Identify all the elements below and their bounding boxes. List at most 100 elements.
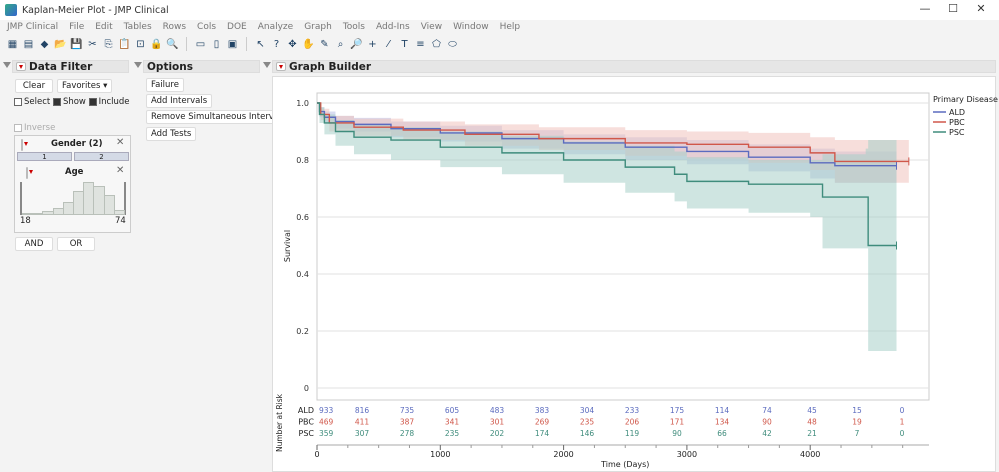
zoom-icon[interactable]: 🔎 xyxy=(350,38,363,50)
select-checkbox[interactable] xyxy=(14,97,22,106)
age-histogram-slider[interactable] xyxy=(20,182,126,215)
at-risk-count: 90 xyxy=(762,418,772,427)
journal-icon[interactable]: ▯ xyxy=(213,38,220,50)
toolbar: ▦ ▤ ◆ 📂 💾 ✂ ⎘ 📋 ⊡ 🔒 🔍 ▭ ▯ ▣ ↖? ✥ ✋ ✎ ⌕ 🔎 + ⁄ T ≡ ⬠ ⬭ xyxy=(0,34,999,54)
gender-level-2[interactable]: 2 xyxy=(74,152,129,161)
at-risk-row-label: PBC xyxy=(298,418,314,427)
x-tick-label: 2000 xyxy=(553,450,573,459)
menu-analyze[interactable]: Analyze xyxy=(257,22,294,32)
add-tests-button[interactable]: Add Tests xyxy=(146,127,197,141)
menu-file[interactable]: File xyxy=(69,22,85,32)
new-table-icon[interactable]: ▦ xyxy=(7,38,18,50)
menu-graph[interactable]: Graph xyxy=(304,22,332,32)
at-risk-count: 233 xyxy=(625,406,640,415)
list-icon[interactable]: ≡ xyxy=(416,38,425,50)
copy-icon[interactable]: ⎘ xyxy=(104,38,113,50)
gender-level-1[interactable]: 1 xyxy=(17,152,72,161)
x-tick-label: 0 xyxy=(314,450,319,459)
formula-icon[interactable]: ⊡ xyxy=(136,38,145,50)
age-min[interactable]: 18 xyxy=(20,216,31,226)
maximize-button[interactable]: ☐ xyxy=(948,2,958,15)
menu-rows[interactable]: Rows xyxy=(162,22,187,32)
menu-help[interactable]: Help xyxy=(499,22,521,32)
select-label: Select xyxy=(24,97,51,107)
at-risk-count: 383 xyxy=(535,406,550,415)
lock-icon[interactable]: 🔒 xyxy=(150,38,163,50)
add-intervals-button[interactable]: Add Intervals xyxy=(146,94,213,108)
menu-add-ins[interactable]: Add-Ins xyxy=(375,22,410,32)
crosshair-icon[interactable]: ✥ xyxy=(288,38,297,50)
text-icon[interactable]: T xyxy=(401,38,408,50)
menu-window[interactable]: Window xyxy=(453,22,489,32)
close-icon[interactable]: ✕ xyxy=(116,165,125,176)
age-menu-icon[interactable] xyxy=(26,167,28,179)
minimize-button[interactable]: — xyxy=(919,2,931,15)
close-button[interactable]: ✕ xyxy=(976,2,986,15)
show-checkbox[interactable] xyxy=(52,97,61,106)
y-tick-label: 0.4 xyxy=(296,270,309,279)
data-filter-header[interactable]: Data Filter xyxy=(12,60,129,73)
cut-icon[interactable]: ✂ xyxy=(88,38,97,50)
y-axis-label: Survival xyxy=(283,230,292,262)
at-risk-count: 359 xyxy=(319,429,334,438)
data-filter-title: Data Filter xyxy=(29,60,93,73)
ellipse-icon[interactable]: ⬭ xyxy=(448,38,457,50)
at-risk-count: 90 xyxy=(672,429,682,438)
y-tick-label: 0.2 xyxy=(296,327,309,336)
age-max[interactable]: 74 xyxy=(115,216,126,226)
disclosure-icon[interactable] xyxy=(134,62,142,68)
and-button[interactable]: AND xyxy=(15,237,53,251)
search-icon[interactable]: 🔍 xyxy=(166,38,179,50)
menu-tables[interactable]: Tables xyxy=(123,22,152,32)
graph-builder-header[interactable]: Graph Builder xyxy=(272,60,996,73)
menu-cols[interactable]: Cols xyxy=(197,22,217,32)
histogram-bar xyxy=(113,210,126,215)
new-script-icon[interactable]: ▤ xyxy=(23,38,34,50)
menu-view[interactable]: View xyxy=(420,22,443,32)
include-checkbox[interactable] xyxy=(88,97,97,106)
favorites-dropdown[interactable]: Favorites ▾ xyxy=(57,79,113,93)
options-header[interactable]: Options xyxy=(143,60,260,73)
menu-tools[interactable]: Tools xyxy=(342,22,365,32)
disclosure-icon[interactable] xyxy=(3,62,11,68)
lasso-icon[interactable]: ⌕ xyxy=(337,38,344,50)
menu-jmp-clinical[interactable]: JMP Clinical xyxy=(7,22,59,32)
add-icon[interactable]: ▣ xyxy=(227,38,238,50)
at-risk-count: 269 xyxy=(535,418,550,427)
save-icon[interactable]: 💾 xyxy=(70,38,83,50)
remove-simultaneous-intervals-button[interactable]: Remove Simultaneous Intervals xyxy=(146,110,291,124)
python-icon[interactable]: ◆ xyxy=(40,38,49,50)
report-icon[interactable]: ▭ xyxy=(195,38,206,50)
red-triangle-menu-icon[interactable] xyxy=(276,62,286,71)
at-risk-count: 235 xyxy=(445,429,460,438)
red-triangle-menu-icon[interactable] xyxy=(16,62,26,71)
include-label: Include xyxy=(98,97,130,107)
disclosure-icon[interactable] xyxy=(263,62,271,68)
arrow-icon[interactable]: ↖ xyxy=(256,38,265,50)
plus-icon[interactable]: + xyxy=(368,38,377,50)
line-icon[interactable]: ⁄ xyxy=(387,38,390,50)
brush-icon[interactable]: ✎ xyxy=(320,38,329,50)
hand-icon[interactable]: ✋ xyxy=(302,38,315,50)
at-risk-count: 278 xyxy=(400,429,415,438)
open-icon[interactable]: 📂 xyxy=(54,38,67,50)
y-tick-label: 1.0 xyxy=(296,99,309,108)
failure-button[interactable]: Failure xyxy=(146,78,184,92)
legend-item-ald: ALD xyxy=(949,108,965,117)
paste-icon[interactable]: 📋 xyxy=(118,38,131,50)
menu-edit[interactable]: Edit xyxy=(95,22,113,32)
clear-button[interactable]: Clear xyxy=(15,79,53,93)
or-button[interactable]: OR xyxy=(57,237,95,251)
polygon-icon[interactable]: ⬠ xyxy=(432,38,441,50)
help-icon[interactable]: ? xyxy=(273,38,280,50)
survival-curve-psc xyxy=(317,102,897,247)
menu-doe[interactable]: DOE xyxy=(227,22,247,32)
gender-menu-icon[interactable] xyxy=(21,139,23,151)
at-risk-count: 605 xyxy=(445,406,460,415)
at-risk-count: 7 xyxy=(855,429,860,438)
at-risk-count: 411 xyxy=(355,418,370,427)
at-risk-count: 114 xyxy=(715,406,730,415)
close-icon[interactable]: ✕ xyxy=(116,137,125,148)
at-risk-count: 74 xyxy=(762,406,772,415)
inverse-checkbox[interactable] xyxy=(14,123,22,132)
